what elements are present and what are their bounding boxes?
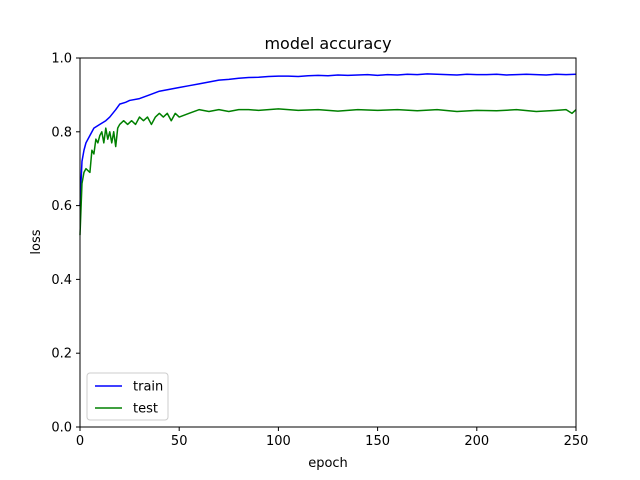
x-tick-label: 250 [564, 434, 589, 449]
legend: train test [86, 372, 169, 421]
x-tick-label: 0 [76, 434, 84, 449]
x-tick-label: 100 [266, 434, 291, 449]
chart-title: model accuracy [264, 34, 391, 53]
series-line-train [79, 73, 577, 206]
x-tick-label: 200 [464, 434, 489, 449]
legend-label-train: train [133, 380, 163, 395]
y-tick-label: 1.0 [51, 52, 72, 67]
axes-frame [79, 57, 577, 428]
x-axis-label: epoch [308, 456, 348, 471]
axes: 0 50 100 150 200 250 0.0 0.2 0.4 0.6 0.8 1.0 [51, 52, 588, 450]
plot-area [79, 73, 577, 236]
y-tick-label: 0.2 [51, 347, 72, 362]
legend-label-test: test [133, 402, 158, 417]
x-tick-label: 150 [365, 434, 390, 449]
y-tick-label: 0.8 [51, 125, 72, 140]
y-tick-label: 0.6 [51, 199, 72, 214]
y-tick-label: 0.4 [51, 273, 72, 288]
x-tick-label: 50 [171, 434, 188, 449]
y-axis-label: loss [29, 229, 44, 254]
y-tick-label: 0.0 [51, 421, 72, 436]
series-line-test [79, 108, 577, 236]
